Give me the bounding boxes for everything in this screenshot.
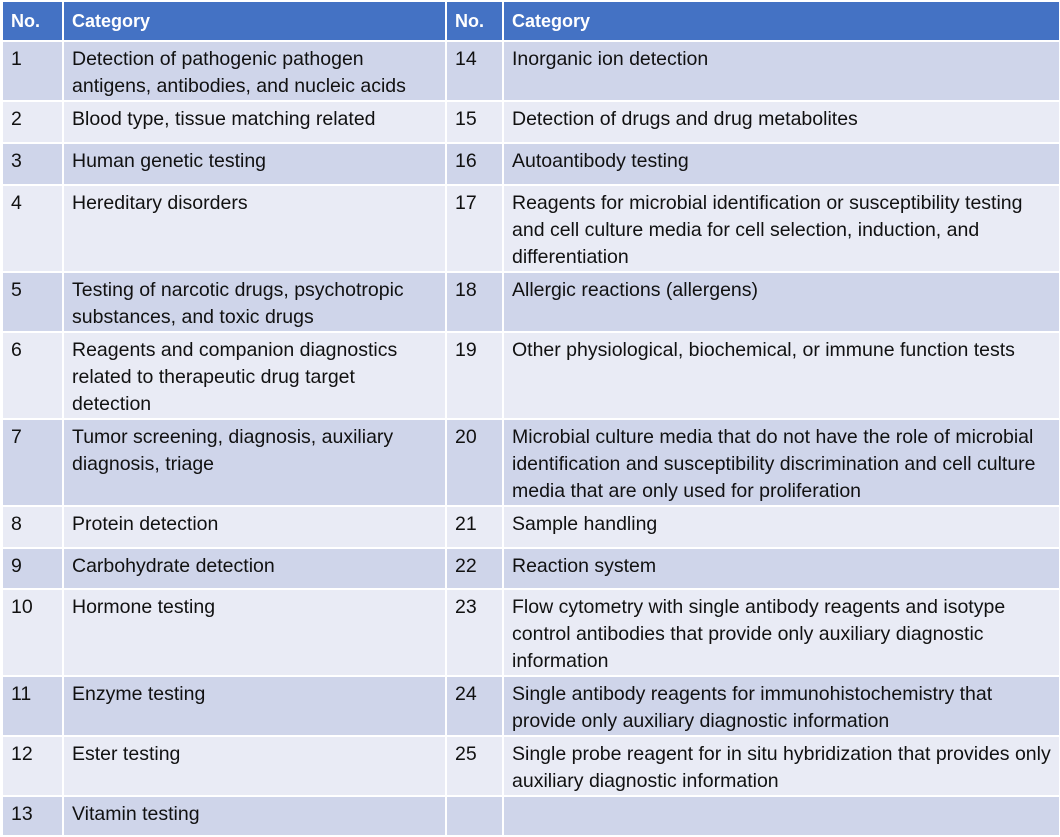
table-row: 2 Blood type, tissue matching related 15 De… bbox=[1, 100, 1060, 144]
category-cell: Hereditary disorders bbox=[62, 184, 447, 273]
category-cell: Enzyme testing bbox=[62, 675, 447, 737]
number-cell: 5 bbox=[1, 271, 64, 333]
number-cell: 22 bbox=[445, 547, 504, 590]
number-cell: 15 bbox=[445, 100, 504, 144]
category-cell: Reaction system bbox=[502, 547, 1060, 590]
number-cell: 17 bbox=[445, 184, 504, 273]
table-row: 1 Detection of pathogenic pathogen antige… bbox=[1, 40, 1060, 102]
number-cell: 7 bbox=[1, 418, 64, 507]
number-cell: 14 bbox=[445, 40, 504, 102]
number-cell: 9 bbox=[1, 547, 64, 590]
number-cell: 10 bbox=[1, 588, 64, 677]
category-cell: Protein detection bbox=[62, 505, 447, 549]
category-cell: Flow cytometry with single antibody reag… bbox=[502, 588, 1060, 677]
category-cell: Allergic reactions (allergens) bbox=[502, 271, 1060, 333]
empty-cell bbox=[502, 795, 1060, 837]
category-cell: Ester testing bbox=[62, 735, 447, 797]
header-cell: No. bbox=[445, 0, 504, 42]
category-cell: Blood type, tissue matching related bbox=[62, 100, 447, 144]
table-row: 12 Ester testing 25 Single probe reagent fo… bbox=[1, 735, 1060, 797]
table-row: 11 Enzyme testing 24 Single antibody reagen… bbox=[1, 675, 1060, 737]
category-cell: Hormone testing bbox=[62, 588, 447, 677]
number-cell: 1 bbox=[1, 40, 64, 102]
header-cell: Category bbox=[502, 0, 1060, 42]
number-cell: 13 bbox=[1, 795, 64, 837]
number-cell: 3 bbox=[1, 142, 64, 186]
category-cell: Human genetic testing bbox=[62, 142, 447, 186]
category-cell: Other physiological, biochemical, or imm… bbox=[502, 331, 1060, 420]
number-cell: 4 bbox=[1, 184, 64, 273]
header-cell: Category bbox=[62, 0, 447, 42]
number-cell: 2 bbox=[1, 100, 64, 144]
table-row: 7 Tumor screening, diagnosis, auxiliary d… bbox=[1, 418, 1060, 507]
category-cell: Microbial culture media that do not have… bbox=[502, 418, 1060, 507]
category-cell: Detection of drugs and drug metabolites bbox=[502, 100, 1060, 144]
table-row: 4 Hereditary disorders 17 Reagents for micr… bbox=[1, 184, 1060, 273]
table-row: 5 Testing of narcotic drugs, psychotropic… bbox=[1, 271, 1060, 333]
header-row: No. Category No. Category bbox=[1, 0, 1060, 42]
number-cell: 21 bbox=[445, 505, 504, 549]
number-cell: 25 bbox=[445, 735, 504, 797]
number-cell: 19 bbox=[445, 331, 504, 420]
category-cell: Inorganic ion detection bbox=[502, 40, 1060, 102]
number-cell: 18 bbox=[445, 271, 504, 333]
category-cell: Detection of pathogenic pathogen antigen… bbox=[62, 40, 447, 102]
table-row: 10 Hormone testing 23 Flow cytometry with s… bbox=[1, 588, 1060, 677]
category-cell: Carbohydrate detection bbox=[62, 547, 447, 590]
number-cell: 16 bbox=[445, 142, 504, 186]
table-row: 3 Human genetic testing 16 Autoantibody tes… bbox=[1, 142, 1060, 186]
number-cell: 24 bbox=[445, 675, 504, 737]
number-cell: 8 bbox=[1, 505, 64, 549]
category-cell: Tumor screening, diagnosis, auxiliary di… bbox=[62, 418, 447, 507]
table-row: 13 Vitamin testing bbox=[1, 795, 1060, 837]
category-cell: Sample handling bbox=[502, 505, 1060, 549]
number-cell: 20 bbox=[445, 418, 504, 507]
table-row: 9 Carbohydrate detection 22 Reaction system bbox=[1, 547, 1060, 590]
number-cell: 23 bbox=[445, 588, 504, 677]
category-cell: Single probe reagent for in situ hybridi… bbox=[502, 735, 1060, 797]
category-cell: Vitamin testing bbox=[62, 795, 447, 837]
number-cell: 11 bbox=[1, 675, 64, 737]
header-cell: No. bbox=[1, 0, 64, 42]
table-row: 6 Reagents and companion diagnostics rela… bbox=[1, 331, 1060, 420]
category-cell: Autoantibody testing bbox=[502, 142, 1060, 186]
number-cell: 12 bbox=[1, 735, 64, 797]
category-cell: Single antibody reagents for immunohisto… bbox=[502, 675, 1060, 737]
category-cell: Testing of narcotic drugs, psychotropic … bbox=[62, 271, 447, 333]
category-cell: Reagents and companion diagnostics relat… bbox=[62, 331, 447, 420]
number-cell: 6 bbox=[1, 331, 64, 420]
category-cell: Reagents for microbial identification or… bbox=[502, 184, 1060, 273]
table-row: 8 Protein detection 21 Sample handling bbox=[1, 505, 1060, 549]
empty-cell bbox=[445, 795, 504, 837]
